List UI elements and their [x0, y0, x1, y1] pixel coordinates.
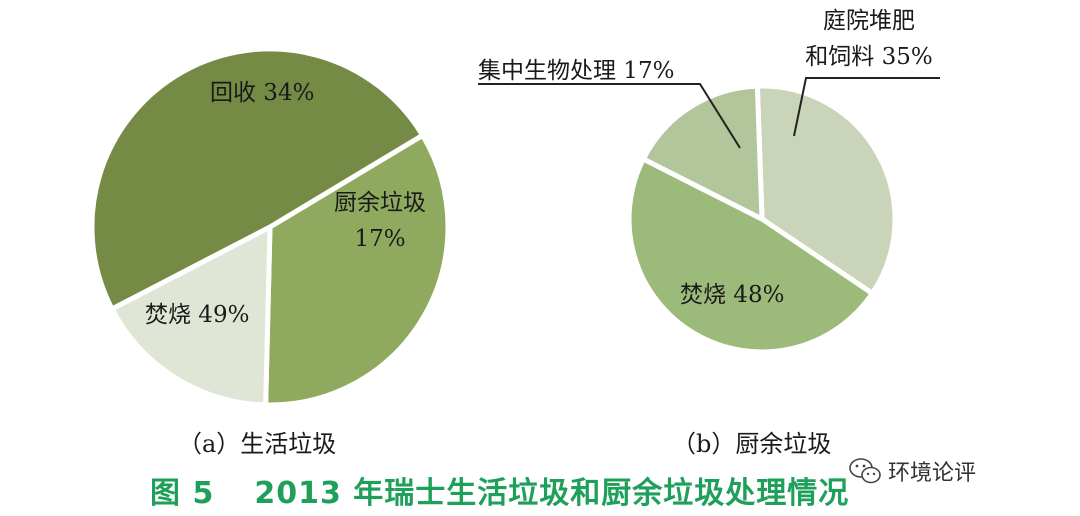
slice-label-0-0: 回收 34% — [210, 80, 314, 106]
pie-slice-1-1 — [626, 156, 875, 355]
watermark-text: 环境论评 — [888, 461, 977, 486]
slice-label-0-2: 焚烧 49% — [145, 302, 249, 328]
subcaption-a: （a）生活垃圾 — [178, 430, 337, 458]
pie-slice-0-1 — [109, 224, 273, 408]
pie-chart-b — [626, 83, 898, 355]
pie-slice-0-2 — [89, 46, 426, 312]
figure-number: 图 5 — [150, 476, 215, 511]
figure-caption: 图 5 2013 年瑞士生活垃圾和厨余垃圾处理情况 — [150, 468, 849, 512]
slice-label-0-1: 厨余垃圾 17% — [334, 190, 426, 252]
pie-slice-1-0 — [754, 83, 898, 296]
figure-title: 2013 年瑞士生活垃圾和厨余垃圾处理情况 — [254, 476, 850, 511]
pie-chart-a — [89, 46, 451, 408]
slice-label-1-0: 庭院堆肥和饲料 35% — [805, 8, 932, 70]
slice-label-1-1: 焚烧 48% — [680, 282, 784, 308]
pie-slice-1-2 — [640, 83, 765, 222]
leader-line-1-2 — [478, 83, 741, 149]
leader-line-1-0 — [793, 77, 940, 137]
watermark: 环境论评 — [848, 455, 976, 487]
slice-label-1-2: 集中生物处理 17% — [478, 58, 674, 84]
subcaption-b: （b）厨余垃圾 — [672, 430, 832, 458]
wechat-icon — [849, 458, 881, 484]
